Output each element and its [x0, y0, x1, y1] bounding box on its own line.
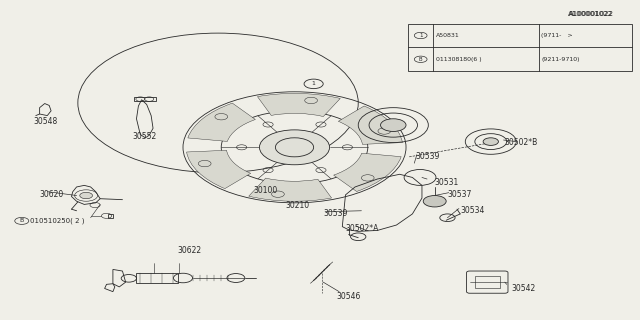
Text: 30552: 30552 [132, 132, 156, 141]
Text: B: B [419, 57, 422, 62]
Wedge shape [188, 103, 255, 141]
Text: A100001022: A100001022 [570, 11, 614, 17]
Text: (9711-   >: (9711- > [541, 33, 573, 38]
Text: A100001022: A100001022 [568, 11, 613, 17]
Text: 30542: 30542 [511, 284, 536, 293]
Wedge shape [257, 93, 340, 116]
Wedge shape [339, 106, 403, 144]
Text: 30622: 30622 [177, 246, 202, 255]
Text: 010510250( 2 ): 010510250( 2 ) [30, 218, 84, 224]
Wedge shape [249, 178, 332, 201]
Text: 1: 1 [312, 81, 316, 86]
Text: 30100: 30100 [253, 186, 277, 195]
Text: 30548: 30548 [33, 117, 58, 126]
Text: 30539: 30539 [415, 152, 440, 161]
Wedge shape [187, 150, 251, 188]
Circle shape [483, 138, 499, 145]
Text: 30534: 30534 [460, 206, 484, 215]
Circle shape [423, 196, 446, 207]
Text: 30502*B: 30502*B [505, 138, 538, 147]
Circle shape [80, 192, 93, 199]
Text: 30531: 30531 [435, 178, 459, 187]
Wedge shape [333, 153, 401, 191]
Text: (9211-9710): (9211-9710) [541, 57, 580, 62]
Text: 30620: 30620 [40, 190, 64, 199]
Circle shape [381, 119, 406, 132]
Circle shape [259, 130, 330, 165]
Bar [475, 276, 500, 288]
Bar [408, 24, 632, 71]
Text: A50831: A50831 [436, 33, 460, 38]
Text: 30210: 30210 [285, 202, 309, 211]
Text: 011308180(6 ): 011308180(6 ) [436, 57, 481, 62]
Text: 30546: 30546 [336, 292, 360, 301]
Text: 30539: 30539 [323, 209, 348, 219]
Text: 30502*A: 30502*A [346, 224, 379, 233]
Text: 30537: 30537 [447, 190, 472, 199]
Text: 1: 1 [419, 33, 422, 38]
Text: B: B [20, 219, 24, 223]
Bar [136, 273, 178, 283]
